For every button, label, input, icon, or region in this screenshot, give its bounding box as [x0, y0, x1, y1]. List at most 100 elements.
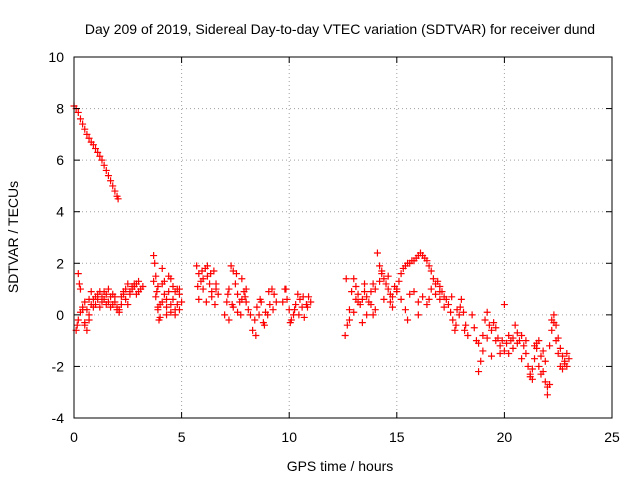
- data-point: [231, 280, 239, 288]
- data-point: [109, 182, 117, 190]
- data-point: [397, 295, 405, 303]
- data-point: [122, 295, 130, 303]
- x-tick-label: 25: [604, 429, 620, 445]
- data-point: [509, 344, 517, 352]
- data-point: [509, 334, 517, 342]
- data-point: [451, 326, 459, 334]
- x-tick-label: 5: [178, 429, 186, 445]
- data-point: [464, 331, 472, 339]
- data-point: [371, 285, 379, 293]
- data-point: [104, 172, 112, 180]
- data-point: [537, 370, 545, 378]
- y-tick-label: 0: [56, 307, 64, 323]
- grid-lines: [74, 57, 612, 418]
- data-point: [500, 301, 508, 309]
- data-point: [294, 290, 302, 298]
- data-point: [556, 344, 564, 352]
- y-tick-label: 8: [56, 101, 64, 117]
- data-point: [119, 288, 127, 296]
- data-point: [81, 298, 89, 306]
- data-point: [429, 275, 437, 283]
- data-point: [85, 134, 93, 142]
- y-tick-label: -4: [52, 410, 65, 426]
- data-point: [171, 311, 179, 319]
- series-group: [193, 262, 222, 309]
- data-point: [522, 350, 530, 358]
- data-point: [227, 262, 235, 270]
- data-point: [461, 326, 469, 334]
- data-point: [244, 306, 252, 314]
- data-point: [531, 355, 539, 363]
- data-point: [518, 331, 526, 339]
- series-group: [249, 285, 280, 339]
- y-tick-label: 10: [48, 49, 64, 65]
- data-point: [397, 270, 405, 278]
- y-axis-label: SDTVAR / TECUs: [5, 181, 21, 293]
- data-point: [475, 339, 483, 347]
- data-point: [457, 295, 465, 303]
- data-point: [212, 285, 220, 293]
- data-point: [350, 308, 358, 316]
- data-point: [456, 303, 464, 311]
- data-point: [367, 301, 375, 309]
- chart-title: Day 209 of 2019, Sidereal Day-to-day VTE…: [85, 21, 595, 37]
- data-point: [505, 331, 513, 339]
- data-point: [265, 288, 273, 296]
- data-point: [369, 311, 377, 319]
- data-point: [135, 277, 143, 285]
- data-point: [444, 301, 452, 309]
- data-point: [477, 357, 485, 365]
- data-point: [440, 303, 448, 311]
- data-point: [307, 298, 315, 306]
- data-point: [371, 306, 379, 314]
- data-point: [543, 391, 551, 399]
- data-point: [541, 357, 549, 365]
- data-point: [85, 316, 93, 324]
- data-point: [447, 308, 455, 316]
- data-point: [490, 319, 498, 327]
- data-point: [492, 324, 500, 332]
- data-point: [552, 337, 560, 345]
- data-point: [565, 355, 573, 363]
- data-point: [100, 161, 108, 169]
- data-point: [419, 293, 427, 301]
- data-point: [425, 295, 433, 303]
- data-point: [455, 311, 463, 319]
- data-point: [295, 311, 303, 319]
- data-point: [232, 270, 240, 278]
- data-point: [388, 303, 396, 311]
- y-axis-ticks: -4 -2 0 2 4 6 8 10: [48, 49, 612, 426]
- data-point: [175, 285, 183, 293]
- data-point: [94, 295, 102, 303]
- data-point: [211, 301, 219, 309]
- data-point: [343, 321, 351, 329]
- data-point: [225, 316, 233, 324]
- data-point: [81, 125, 89, 133]
- data-point: [452, 321, 460, 329]
- data-point: [487, 352, 495, 360]
- data-point: [423, 257, 431, 265]
- data-point: [528, 375, 536, 383]
- data-point: [83, 130, 91, 138]
- data-point: [260, 321, 268, 329]
- data-point: [425, 262, 433, 270]
- data-point: [163, 295, 171, 303]
- data-point: [500, 347, 508, 355]
- data-point: [442, 295, 450, 303]
- series-group: [468, 301, 530, 376]
- data-point: [241, 293, 249, 301]
- data-point: [423, 301, 431, 309]
- data-point: [541, 378, 549, 386]
- data-point: [524, 362, 532, 370]
- data-point: [496, 342, 504, 350]
- data-point: [234, 290, 242, 298]
- data-point: [237, 311, 245, 319]
- data-point: [87, 288, 95, 296]
- data-point: [352, 295, 360, 303]
- data-point: [98, 156, 106, 164]
- data-point: [479, 331, 487, 339]
- data-point: [436, 288, 444, 296]
- data-point: [152, 272, 160, 280]
- data-point: [126, 290, 134, 298]
